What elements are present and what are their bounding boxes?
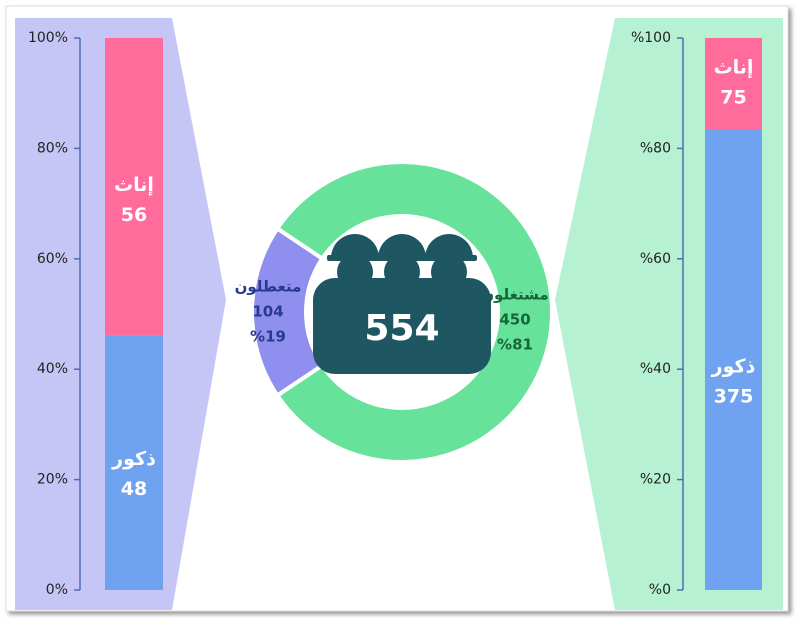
- slice-percent: %81: [497, 336, 533, 354]
- slice-value: 104: [252, 303, 283, 321]
- y-tick-label: 40%: [37, 361, 68, 377]
- segment-name: ذكور: [711, 356, 756, 378]
- bar-segment: [705, 38, 762, 130]
- y-tick-label: 60%: [37, 251, 68, 267]
- segment-value: 75: [720, 87, 746, 109]
- donut-slice: [274, 160, 554, 464]
- y-tick-label: 0%: [46, 582, 68, 598]
- slice-name: متعطلون: [235, 278, 302, 296]
- segment-value: 375: [714, 386, 754, 408]
- segment-name: إناث: [114, 174, 154, 196]
- workers-icon: [313, 234, 491, 374]
- y-tick-label: %40: [640, 361, 671, 377]
- segment-name: إناث: [714, 57, 754, 79]
- bar-segment: [105, 38, 163, 336]
- y-tick-label: 80%: [37, 140, 68, 156]
- bar-segment: [105, 335, 163, 590]
- y-tick-label: %20: [640, 472, 671, 488]
- y-tick-label: %100: [631, 30, 671, 46]
- y-tick-label: 20%: [37, 472, 68, 488]
- donut-slice: [250, 225, 325, 399]
- slice-value: 450: [499, 311, 530, 329]
- segment-value: 56: [121, 204, 147, 226]
- y-tick-label: %60: [640, 251, 671, 267]
- segment-name: ذكور: [111, 448, 156, 470]
- total: 554: [364, 308, 439, 349]
- slice-name: مشتغلون: [481, 286, 548, 304]
- bar-segment: [705, 130, 762, 590]
- y-tick-label: %0: [649, 582, 671, 598]
- slice-percent: %19: [250, 328, 286, 346]
- y-tick-label: %80: [640, 140, 671, 156]
- y-tick-label: 100%: [28, 30, 68, 46]
- segment-value: 48: [121, 478, 147, 500]
